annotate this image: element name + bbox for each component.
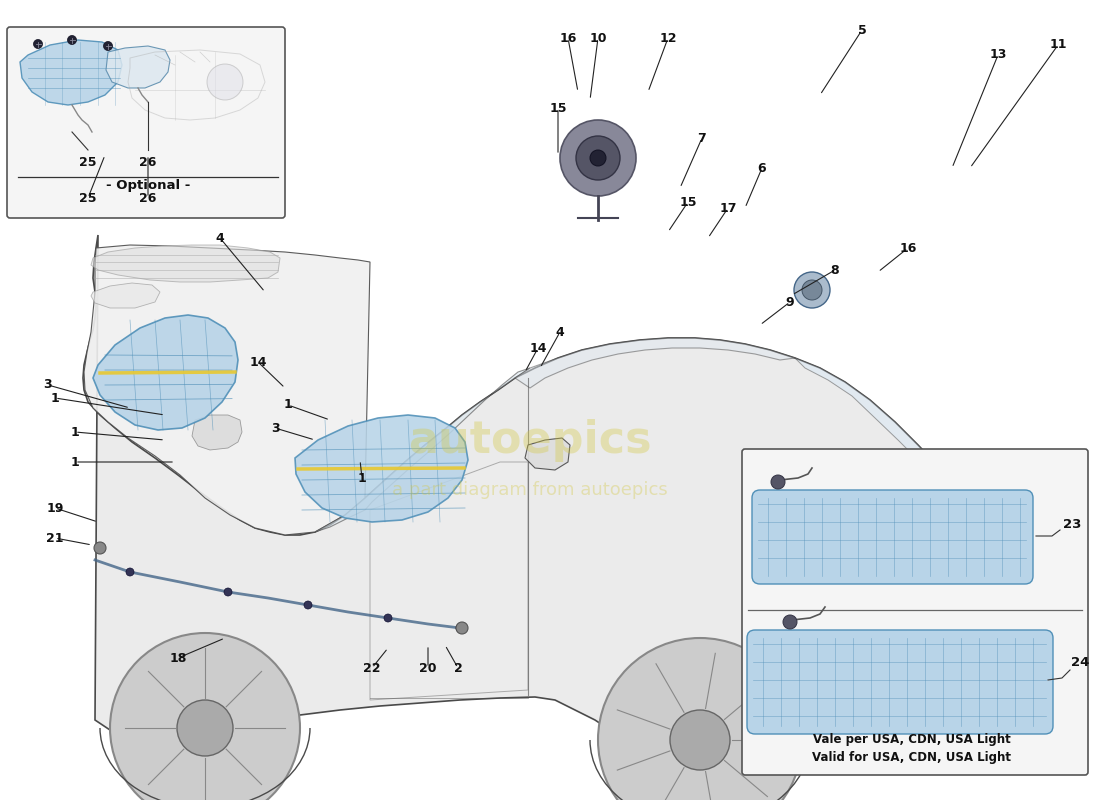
- Text: 1: 1: [70, 455, 79, 469]
- Polygon shape: [84, 245, 370, 535]
- Circle shape: [456, 624, 464, 632]
- Text: 25: 25: [79, 155, 97, 169]
- Circle shape: [783, 615, 798, 629]
- Circle shape: [33, 39, 43, 49]
- Text: 18: 18: [169, 651, 187, 665]
- Text: 19: 19: [46, 502, 64, 514]
- Text: 8: 8: [830, 263, 839, 277]
- FancyBboxPatch shape: [747, 630, 1053, 734]
- Circle shape: [670, 710, 730, 770]
- Polygon shape: [515, 338, 795, 388]
- Text: 25: 25: [79, 191, 97, 205]
- Text: a part diagram from autoepics: a part diagram from autoepics: [392, 481, 668, 499]
- Circle shape: [794, 272, 830, 308]
- Text: 12: 12: [659, 31, 676, 45]
- Text: 16: 16: [559, 31, 576, 45]
- Text: 4: 4: [556, 326, 564, 338]
- Polygon shape: [370, 462, 528, 700]
- Circle shape: [598, 638, 802, 800]
- FancyBboxPatch shape: [752, 490, 1033, 584]
- Circle shape: [802, 280, 822, 300]
- Polygon shape: [91, 283, 160, 308]
- Circle shape: [94, 542, 106, 554]
- Text: 1: 1: [358, 471, 366, 485]
- Text: 11: 11: [1049, 38, 1067, 51]
- Polygon shape: [295, 415, 468, 522]
- Circle shape: [456, 622, 468, 634]
- Polygon shape: [192, 415, 242, 450]
- Text: 6: 6: [758, 162, 767, 174]
- Circle shape: [576, 136, 620, 180]
- Text: 26: 26: [140, 155, 156, 169]
- Text: 10: 10: [590, 31, 607, 45]
- Polygon shape: [795, 358, 940, 468]
- Polygon shape: [106, 46, 170, 88]
- Text: 1: 1: [51, 391, 59, 405]
- Polygon shape: [82, 235, 1010, 748]
- Text: 9: 9: [785, 295, 794, 309]
- Circle shape: [771, 475, 785, 489]
- Circle shape: [590, 150, 606, 166]
- Text: 7: 7: [697, 131, 706, 145]
- Text: 4: 4: [216, 231, 224, 245]
- Text: Valid for USA, CDN, USA Light: Valid for USA, CDN, USA Light: [813, 751, 1012, 765]
- Text: 3: 3: [44, 378, 53, 391]
- Text: 21: 21: [46, 531, 64, 545]
- Text: Vale per USA, CDN, USA Light: Vale per USA, CDN, USA Light: [813, 734, 1011, 746]
- Circle shape: [224, 588, 232, 596]
- Text: 1: 1: [70, 426, 79, 438]
- Text: 14: 14: [250, 355, 266, 369]
- FancyBboxPatch shape: [742, 449, 1088, 775]
- Polygon shape: [910, 482, 984, 582]
- Text: 3: 3: [271, 422, 279, 434]
- Circle shape: [207, 64, 243, 100]
- Text: 15: 15: [549, 102, 566, 114]
- FancyBboxPatch shape: [7, 27, 285, 218]
- Circle shape: [384, 614, 392, 622]
- Text: 14: 14: [529, 342, 547, 354]
- Text: 22: 22: [363, 662, 381, 674]
- Text: 13: 13: [989, 49, 1006, 62]
- Text: 24: 24: [1070, 655, 1089, 669]
- Text: 1: 1: [284, 398, 293, 411]
- Text: 20: 20: [419, 662, 437, 674]
- Text: autoepics: autoepics: [408, 418, 652, 462]
- Circle shape: [67, 35, 77, 45]
- Text: - Optional -: - Optional -: [106, 179, 190, 193]
- Text: 15: 15: [680, 195, 696, 209]
- Text: 2: 2: [453, 662, 462, 674]
- Circle shape: [304, 601, 312, 609]
- Polygon shape: [315, 368, 530, 532]
- Circle shape: [177, 700, 233, 756]
- Circle shape: [103, 42, 112, 50]
- Text: 17: 17: [719, 202, 737, 214]
- Circle shape: [110, 633, 300, 800]
- Polygon shape: [525, 438, 570, 470]
- Text: 16: 16: [900, 242, 916, 254]
- Polygon shape: [20, 40, 122, 105]
- Polygon shape: [94, 315, 238, 430]
- Circle shape: [560, 120, 636, 196]
- Polygon shape: [91, 245, 280, 282]
- Text: 26: 26: [140, 191, 156, 205]
- Circle shape: [126, 568, 134, 576]
- Text: 23: 23: [1063, 518, 1081, 531]
- Text: 5: 5: [858, 23, 867, 37]
